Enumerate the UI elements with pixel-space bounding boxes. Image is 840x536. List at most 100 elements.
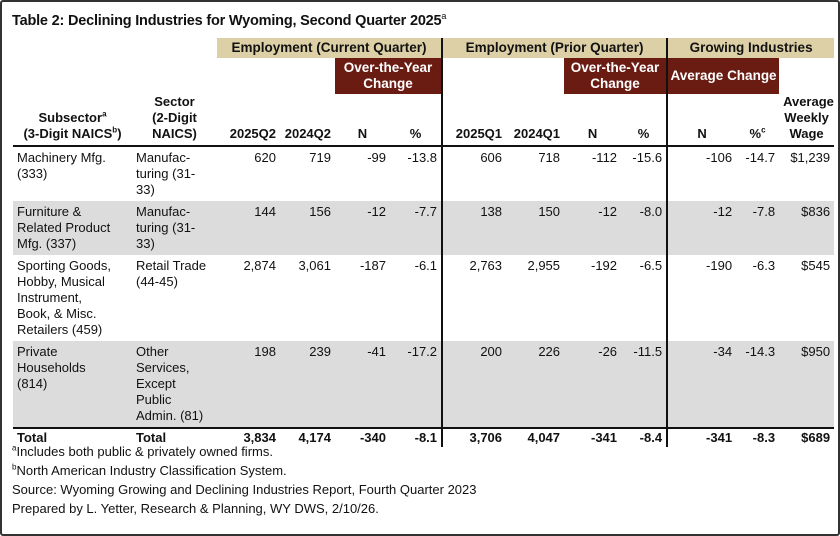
subsector-cell: Total [13,427,132,447]
table-row: Machinery Mfg. (333) Manufac- turing (31… [13,146,834,201]
cell-pct-current: -8.1 [390,427,444,447]
subgroup-header-row: Over-the-Year Change Over-the-Year Chang… [13,58,834,94]
cell-n-prior: -192 [591,258,618,273]
cell-avg-weekly-wage: $950 [779,341,835,428]
cell-2024q1: 226 [506,341,565,428]
title-text: Table 2: Declining Industries for Wyomin… [12,13,442,29]
sector-cell: Manufac- turing (31- 33) [132,201,217,255]
table-row: Furniture & Related Product Mfg. (337) M… [13,201,835,255]
cell-n-prior: -26 [564,341,622,428]
growing-industries-header: Growing Industries [666,38,835,58]
cell-2025q1: 138 [442,201,507,255]
cell-2024q1: 718 [538,150,561,165]
col-n-growing: N [666,94,737,147]
cell-pct-current: -6.1 [390,255,444,341]
cell-2025q2: 2,874 [243,258,276,273]
cell-n-current: -41 [335,341,390,428]
cell-2025q1: 2,763 [469,258,503,273]
footnote-b: bNorth American Industry Classification … [12,461,477,480]
sector-header: Sector (2-Digit NAICS) [152,94,197,141]
sector-cell: Other Services, Except Public Admin. (81… [132,341,217,428]
cell-pct-prior: -15.6 [632,150,663,165]
footnote-marker: b [12,462,17,472]
subsector-label: Subsector [38,110,103,125]
cell-n-current: -340 [335,427,390,447]
footnote-marker: b [112,125,118,135]
cell-2024q2: 239 [280,341,335,428]
subsector-cell: Sporting Goods, Hobby, Musical Instrumen… [17,258,111,337]
footnote-text: Includes both public & privately owned f… [16,444,273,459]
footnote-marker: c [761,125,766,135]
cell-pct-current: -13.8 [390,146,444,201]
cell-n-current: -99 [367,150,386,165]
total-row: Total Total 3,834 4,174 -340 -8.1 3,706 4,047-… [13,427,835,447]
cell-pct-growing: -14.3 [736,341,780,428]
col-n-current: N [335,94,390,147]
footnote-text: North American Industry Classification S… [16,463,287,478]
over-the-year-change-current-header: Over-the-Year Change [335,58,444,94]
prepared-by-note: Prepared by L. Yetter, Research & Planni… [12,501,379,516]
cell-2024q1: 2,955 [527,258,561,273]
group-header-row: Subsectora (3-Digit NAICSb) Sector (2-Di… [13,38,835,147]
cell-pct-growing: -14.7 [745,150,776,165]
cell-pct-current: -7.7 [390,201,444,255]
cell-pct-growing: -6.3 [752,258,776,273]
col-2025q2: 2025Q2 [217,94,280,147]
sector-cell: Retail Trade (44-45) [136,258,207,289]
cell-2024q2: 3,061 [298,258,331,273]
source-note: Source: Wyoming Growing and Declining In… [12,482,477,497]
over-the-year-change-prior-header: Over-the-Year Change [564,58,668,94]
cell-2025q2: 198 [217,341,280,428]
cell-n-current: -12 [335,201,390,255]
sector-cell: Total [132,427,217,447]
col-2025q1: 2025Q1 [442,94,507,147]
title-footnote-marker: a [441,11,447,22]
subsector-label-line2: (3-Digit NAICS [23,126,113,141]
cell-n-prior: -112 [591,150,618,165]
average-change-header: Average Change [666,58,780,94]
paren: ) [117,126,122,141]
cell-pct-prior: -6.5 [639,258,663,273]
subsector-header: Subsectora (3-Digit NAICSb) [13,110,132,142]
cell-pct-prior: -8.4 [621,427,668,447]
table-body: Machinery Mfg. (333) Manufac- turing (31… [13,146,835,447]
cell-n-current: -187 [359,258,386,273]
cell-pct-growing: -8.3 [736,427,780,447]
cell-2024q2: 719 [309,150,331,165]
subsector-cell: Private Households (814) [13,341,132,428]
cell-n-growing: -106 [666,146,737,201]
cell-2025q2: 144 [217,201,280,255]
cell-2025q1: 3,706 [442,427,507,447]
footnote-marker: a [102,109,107,119]
pct-label: % [749,126,762,141]
table-row: Private Households (814) Other Services,… [13,341,835,428]
cell-pct-prior: -11.5 [621,341,668,428]
cell-n-prior: -12 [564,201,622,255]
col-n-prior: N [564,94,622,147]
col-2024q2: 2024Q2 [280,94,335,147]
sector-cell: Manufac- turing (31- 33) [136,150,196,197]
col-2024q1: 2024Q1 [506,94,565,147]
cell-2025q2: 3,834 [217,427,280,447]
employment-current-header: Employment (Current Quarter) [217,38,444,58]
cell-avg-weekly-wage: $836 [779,201,835,255]
footnotes: aIncludes both public & privately owned … [12,442,477,518]
table-row: Sporting Goods, Hobby, Musical Instrumen… [13,255,834,341]
col-pct-current: % [390,94,444,147]
cell-n-growing: -341 [666,427,737,447]
cell-2024q1: 150 [506,201,565,255]
cell-n-growing: -34 [666,341,737,428]
cell-n-prior: -341 [564,427,622,447]
cell-avg-weekly-wage: $545 [801,258,831,273]
cell-2025q2: 620 [254,150,276,165]
cell-pct-growing: -7.8 [736,201,780,255]
cell-2024q2: 4,174 [280,427,335,447]
table-title: Table 2: Declining Industries for Wyomin… [12,11,447,29]
cell-avg-weekly-wage: $689 [779,427,835,447]
col-pct-growing: %c [736,94,780,147]
cell-pct-prior: -8.0 [621,201,668,255]
cell-n-growing: -190 [666,255,737,341]
cell-pct-current: -17.2 [390,341,444,428]
footnote-a: aIncludes both public & privately owned … [12,442,477,461]
